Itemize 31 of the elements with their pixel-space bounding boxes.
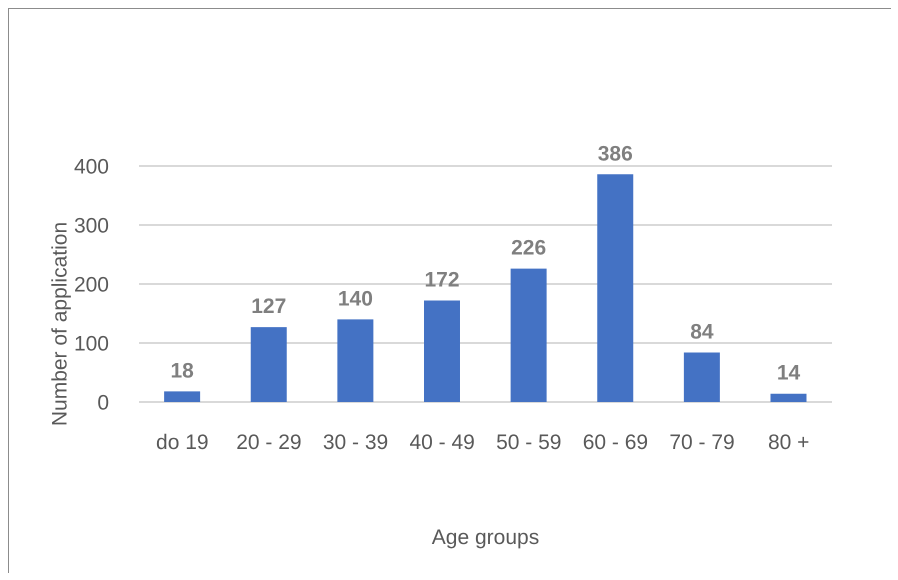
data-label: 226 [511,236,546,260]
bar [684,352,720,402]
y-tick-label: 300 [74,214,109,238]
x-tick-label: 50 - 59 [496,430,562,454]
y-tick-label: 400 [74,155,109,178]
x-tick-label: 60 - 69 [582,430,648,454]
data-label: 18 [170,359,194,382]
data-label: 140 [338,287,373,310]
y-axis-title: Number of application [48,222,72,426]
bar [770,394,806,402]
data-label: 14 [776,362,800,385]
data-label: 127 [251,295,286,318]
x-axis-title: Age groups [432,526,540,549]
bar [337,319,374,402]
x-tick-label: 40 - 49 [409,430,475,454]
x-tick-label: 70 - 79 [669,430,735,454]
data-label: 172 [424,268,460,292]
bar [510,268,547,402]
bar [164,391,200,402]
bar [424,300,460,402]
y-tick-label: 0 [97,391,109,414]
x-tick-label: 20 - 29 [236,430,302,454]
x-tick-label: 80 + [768,430,810,454]
data-label: 386 [598,142,633,166]
y-tick-label: 200 [74,273,109,296]
x-tick-label: 30 - 39 [322,430,388,454]
bar [597,174,634,402]
bar [250,327,287,402]
y-tick-label: 100 [74,332,109,356]
data-label: 84 [690,320,714,344]
x-tick-label: do 19 [156,430,209,454]
